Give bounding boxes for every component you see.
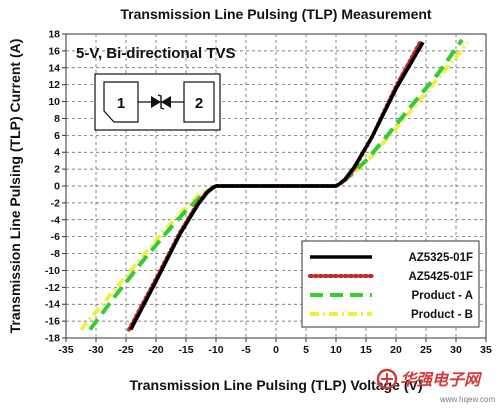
x-tick-label: -35 (58, 344, 73, 356)
y-tick-label: 18 (48, 29, 60, 41)
y-tick-label: -16 (45, 316, 60, 328)
x-axis-label: Transmission Line Pulsing (TLP) Voltage … (130, 377, 423, 393)
pin-2-label: 2 (195, 95, 203, 112)
chart-title: Transmission Line Pulsing (TLP) Measurem… (120, 6, 432, 22)
pin-2-box (183, 81, 215, 123)
x-tick-label: -30 (88, 344, 103, 356)
x-tick-label: -25 (118, 344, 133, 356)
x-tick-label: 0 (273, 344, 279, 356)
y-tick-label: 4 (54, 147, 60, 159)
y-tick-label: 10 (48, 96, 60, 108)
x-tick-label: 30 (450, 344, 462, 356)
x-tick-label: 25 (420, 344, 432, 356)
diode-bar (157, 94, 165, 110)
y-tick-label: -14 (45, 299, 60, 311)
y-axis-label: Transmission Line Pulsing (TLP) Current … (7, 39, 23, 334)
watermark-logo-icon (376, 368, 398, 390)
watermark-logo-cross (381, 373, 393, 385)
y-tick-label: -2 (51, 197, 60, 209)
pin-1-label: 1 (117, 95, 125, 112)
x-tick-label: 35 (480, 344, 492, 356)
watermark: 华强电子网 www.hqew.com (376, 368, 495, 404)
y-tick-label: 0 (54, 181, 60, 193)
legend-label: Product - B (411, 309, 473, 321)
x-tick-label: 15 (360, 344, 372, 356)
x-tick-label: 10 (330, 344, 342, 356)
y-tick-label: -10 (45, 265, 60, 277)
pin-1-box (103, 81, 139, 123)
y-tick-label: -8 (51, 248, 60, 260)
legend-label: Product - A (411, 290, 473, 302)
y-tick-label: 8 (54, 113, 60, 125)
watermark-brand: 华强电子网 (400, 371, 483, 389)
x-tick-label: 20 (390, 344, 402, 356)
y-tick-label: -6 (51, 231, 60, 243)
chart-annotation: 5-V, Bi-directional TVS (76, 45, 236, 62)
y-tick-label: 12 (48, 79, 60, 91)
legend-label: AZ5325-01F (408, 252, 473, 264)
x-tick-label: -20 (148, 344, 163, 356)
x-tick-label: 5 (303, 344, 309, 356)
y-tick-label: -4 (51, 214, 60, 226)
diode-triangle-left (151, 96, 161, 108)
y-tick-label: -12 (45, 282, 60, 294)
y-tick-label: 14 (48, 62, 60, 74)
y-tick-label: 16 (48, 45, 60, 57)
x-tick-label: -15 (178, 344, 193, 356)
x-tick-label: -5 (241, 344, 250, 356)
series-line (129, 41, 425, 331)
legend: AZ5325-01F AZ5425-01F Product - A Product -… (301, 240, 480, 328)
series-line (79, 41, 470, 331)
y-tick-label: -18 (45, 333, 60, 345)
annotation-group: 5-V, Bi-directional TVS (76, 45, 236, 62)
y-tick-label: 6 (54, 130, 60, 142)
legend-label: AZ5425-01F (408, 271, 473, 283)
x-tick-label: -10 (208, 344, 223, 356)
diode-triangle-right (161, 96, 171, 108)
y-tick-label: 2 (54, 164, 60, 176)
watermark-url: www.hqew.com (439, 395, 495, 404)
